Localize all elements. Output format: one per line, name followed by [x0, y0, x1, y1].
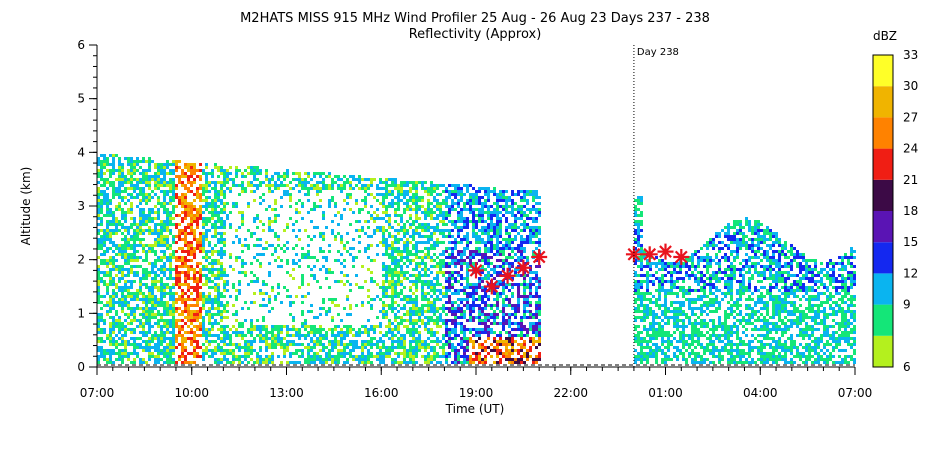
colorbar-bin — [873, 117, 893, 149]
colorbar-bin — [873, 335, 893, 367]
x-tick-label: 22:00 — [553, 386, 588, 400]
x-tick-label: 07:00 — [838, 386, 873, 400]
x-axis-label: Time (UT) — [445, 402, 505, 416]
chart-subtitle: Reflectivity (Approx) — [409, 27, 542, 42]
colorbar-label: dBZ — [873, 29, 897, 43]
colorbar-bin — [873, 242, 893, 274]
axes: 0 1 2 3 4 5 6 07:00 10:00 13:00 16:00 19:00 22:00 01:… — [77, 38, 872, 400]
bl-height-marker — [515, 259, 532, 276]
colorbar-tick-label: 24 — [903, 142, 918, 156]
colorbar-tick-label: 30 — [903, 79, 918, 93]
bl-height-marker — [483, 278, 500, 295]
bl-height-marker — [657, 243, 674, 260]
y-tick-label: 5 — [77, 92, 85, 106]
colorbar-tick-label: 21 — [903, 173, 918, 187]
colorbar-tick-label: 33 — [903, 48, 918, 62]
colorbar: 6 9 12 15 18 21 24 27 30 33 — [872, 48, 918, 374]
bl-height-marker — [499, 267, 516, 284]
colorbar-tick-label: 18 — [903, 204, 918, 218]
y-tick-label: 0 — [77, 360, 85, 374]
colorbar-bin — [873, 211, 893, 243]
colorbar-tick-label: 6 — [903, 360, 911, 374]
colorbar-tick-label: 27 — [903, 110, 918, 124]
colorbar-bin — [873, 55, 893, 87]
colorbar-bin — [873, 304, 893, 336]
y-tick-label: 4 — [77, 145, 85, 159]
y-tick-label: 2 — [77, 253, 85, 267]
colorbar-tick-label: 15 — [903, 235, 918, 249]
bl-height-marker — [625, 246, 642, 263]
day-marker-label: Day 238 — [637, 47, 679, 58]
colorbar-bin — [873, 148, 893, 180]
y-tick-label: 6 — [77, 38, 85, 52]
x-tick-label: 01:00 — [648, 386, 683, 400]
x-tick-label: 07:00 — [80, 386, 115, 400]
x-tick-label: 13:00 — [269, 386, 304, 400]
colorbar-tick-label: 12 — [903, 266, 918, 280]
colorbar-bin — [873, 86, 893, 118]
y-tick-label: 1 — [77, 306, 85, 320]
x-tick-label: 04:00 — [743, 386, 778, 400]
y-axis-label: Altitude (km) — [19, 167, 33, 246]
chart-title: M2HATS MISS 915 MHz Wind Profiler 25 Aug… — [240, 11, 710, 26]
colorbar-bin — [873, 179, 893, 211]
bl-height-marker — [673, 248, 690, 265]
y-tick-label: 3 — [77, 199, 85, 213]
reflectivity-plot-area — [97, 154, 856, 364]
colorbar-frame — [872, 54, 894, 368]
x-tick-label: 10:00 — [174, 386, 209, 400]
colorbar-bin — [873, 273, 893, 305]
x-tick-label: 19:00 — [459, 386, 494, 400]
bl-height-markers — [468, 243, 690, 295]
bl-height-marker — [531, 248, 548, 265]
reflectivity-cells — [97, 154, 856, 364]
bl-height-marker — [641, 246, 658, 263]
x-tick-label: 16:00 — [364, 386, 399, 400]
bl-height-marker — [468, 262, 484, 279]
colorbar-tick-label: 9 — [903, 298, 911, 312]
